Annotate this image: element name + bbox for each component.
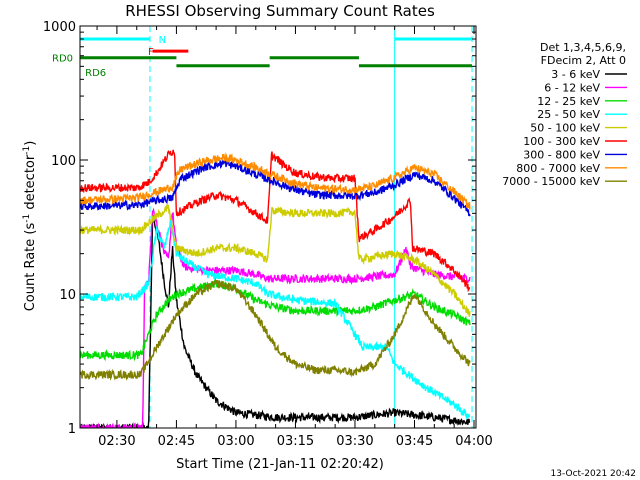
x-tick-label: 02:45 — [158, 434, 195, 449]
legend-label-50-100-kev: 50 - 100 keV — [530, 122, 600, 135]
x-tick-label: 03:15 — [277, 434, 314, 449]
x-tick-label: 03:00 — [217, 434, 254, 449]
legend-label-7000-15000-kev: 7000 - 15000 keV — [502, 175, 600, 188]
series-800-7000-kev — [80, 152, 471, 210]
legend-header-detectors: Det 1,3,4,5,6,9, — [540, 41, 626, 54]
series-100-300-kev — [80, 149, 471, 293]
legend-label-100-300-kev: 100 - 300 keV — [523, 135, 600, 148]
y-tick-label: 100 — [51, 154, 76, 169]
axes-layer: 02:30 02:45 03:00 03:15 03:30 03:45 04:00 1 10 10… — [43, 20, 493, 449]
series-50-100-kev — [80, 203, 471, 317]
legend-label-3-6-kev: 3 - 6 keV — [551, 68, 600, 81]
state-label-n: N — [159, 35, 166, 46]
y-axis-label-end: ) — [23, 141, 38, 146]
legend-label-25-50-kev: 25 - 50 keV — [537, 108, 600, 121]
legend-label-12-25-kev: 12 - 25 keV — [537, 95, 600, 108]
chart-title: RHESSI Observing Summary Count Rates — [125, 2, 435, 20]
x-tick-label: 03:45 — [396, 434, 433, 449]
svg-text:Count Rate (s-1 detector-1): Count Rate (s-1 detector-1) — [22, 141, 38, 312]
plot-layer: NF RD0 RD6 — [52, 26, 473, 428]
y-axis-label-sup1: -1 — [22, 214, 32, 223]
series-12-25-kev — [80, 280, 471, 362]
legend-label-300-800-kev: 300 - 800 keV — [523, 148, 600, 161]
y-axis-label-main: Count Rate (s — [23, 223, 38, 312]
legend-header-decimation: FDecim 2, Att 0 — [541, 54, 626, 67]
x-tick-label: 02:30 — [98, 434, 135, 449]
series-6-12-kev — [80, 207, 471, 428]
series-7000-15000-kev — [80, 277, 471, 381]
generation-timestamp: 13-Oct-2021 20:42 — [551, 469, 636, 479]
y-tick-label: 1 — [68, 422, 76, 437]
x-tick-label: 04:00 — [455, 434, 492, 449]
y-tick-label: 1000 — [43, 20, 76, 35]
state-label-rd0: RD0 — [52, 54, 73, 65]
x-tick-label: 03:30 — [336, 434, 373, 449]
legend-label-6-12-kev: 6 - 12 keV — [544, 81, 600, 94]
series-300-800-kev — [80, 158, 471, 217]
state-label-f: F — [148, 47, 154, 58]
y-axis-label-mid: detector — [23, 154, 38, 214]
series-3-6-kev — [80, 214, 471, 428]
x-axis-label: Start Time (21-Jan-11 02:20:42) — [176, 457, 384, 472]
plot-frame — [79, 25, 477, 429]
y-tick-label: 10 — [59, 288, 76, 303]
legend-label-800-7000-kev: 800 - 7000 keV — [516, 162, 600, 175]
series-25-50-kev — [80, 217, 471, 421]
y-axis-label: Count Rate (s-1 detector-1) — [22, 141, 38, 312]
y-axis-label-sup2: -1 — [22, 146, 32, 155]
state-label-rd6: RD6 — [85, 68, 106, 79]
